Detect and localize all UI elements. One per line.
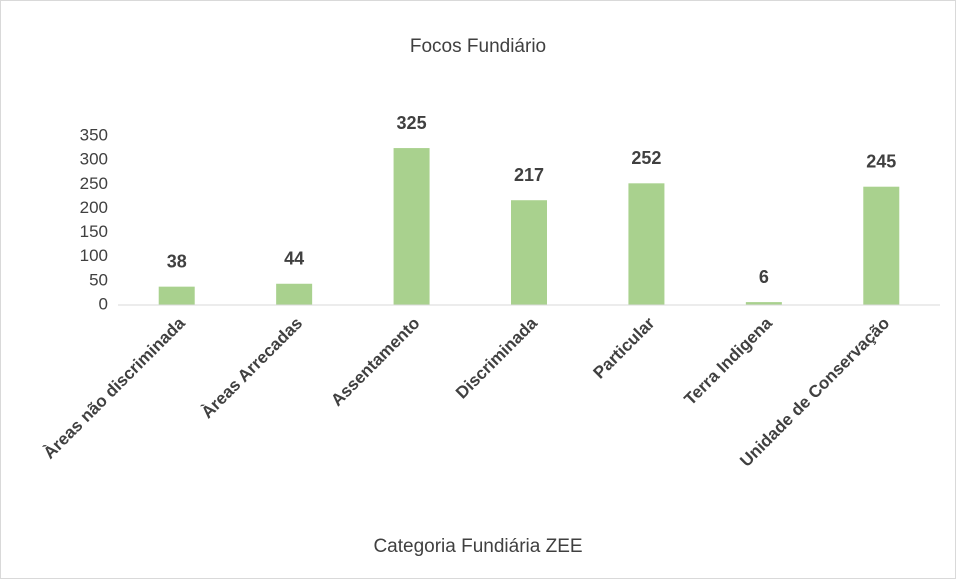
y-tick-label: 200 xyxy=(80,198,108,217)
y-tick-label: 250 xyxy=(80,174,108,193)
y-tick-label: 0 xyxy=(99,294,108,313)
data-label: 245 xyxy=(866,151,896,171)
data-label: 217 xyxy=(514,165,544,185)
y-tick-label: 100 xyxy=(80,246,108,265)
chart-title: Focos Fundiário xyxy=(410,36,546,57)
data-label: 252 xyxy=(631,148,661,168)
bar xyxy=(628,183,665,305)
y-tick-label: 50 xyxy=(89,270,108,289)
data-label: 44 xyxy=(284,249,304,269)
bar xyxy=(393,148,430,305)
y-tick-label: 350 xyxy=(80,125,108,144)
data-label: 6 xyxy=(759,267,769,287)
bar xyxy=(276,283,313,305)
data-label: 38 xyxy=(167,251,187,271)
y-tick-label: 150 xyxy=(80,222,108,241)
bar xyxy=(511,200,547,305)
bar xyxy=(745,302,782,305)
x-axis-title: Categoria Fundiária ZEE xyxy=(373,536,582,557)
data-label: 325 xyxy=(397,113,427,133)
bar xyxy=(158,286,195,305)
bar xyxy=(863,186,900,305)
y-tick-label: 300 xyxy=(80,150,108,169)
